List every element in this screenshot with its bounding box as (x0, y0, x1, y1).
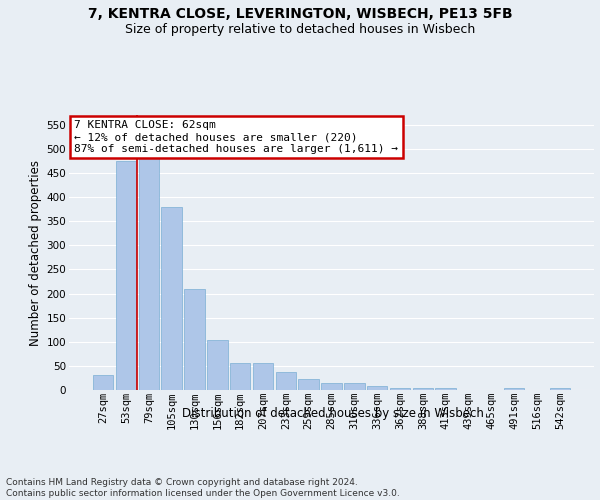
Bar (275, 372, 296, 390)
Bar (390, 388, 410, 390)
Bar (344, 383, 365, 390)
Bar (93, 374, 113, 390)
Bar (321, 383, 342, 390)
Bar (413, 388, 433, 390)
Bar (436, 388, 456, 390)
Y-axis label: Number of detached properties: Number of detached properties (29, 160, 43, 346)
Text: Size of property relative to detached houses in Wisbech: Size of property relative to detached ho… (125, 22, 475, 36)
Bar (504, 388, 524, 390)
Text: 7 KENTRA CLOSE: 62sqm
← 12% of detached houses are smaller (220)
87% of semi-det: 7 KENTRA CLOSE: 62sqm ← 12% of detached … (74, 120, 398, 154)
Text: Contains HM Land Registry data © Crown copyright and database right 2024.
Contai: Contains HM Land Registry data © Crown c… (6, 478, 400, 498)
Bar (184, 288, 205, 390)
Bar (230, 362, 250, 390)
Text: 7, KENTRA CLOSE, LEVERINGTON, WISBECH, PE13 5FB: 7, KENTRA CLOSE, LEVERINGTON, WISBECH, P… (88, 8, 512, 22)
Bar (116, 161, 136, 390)
Bar (139, 151, 159, 390)
Bar (367, 386, 388, 390)
Bar (298, 380, 319, 390)
Text: Distribution of detached houses by size in Wisbech: Distribution of detached houses by size … (182, 408, 484, 420)
Bar (253, 362, 273, 390)
Bar (207, 340, 227, 390)
Bar (161, 206, 182, 390)
Bar (550, 388, 570, 390)
